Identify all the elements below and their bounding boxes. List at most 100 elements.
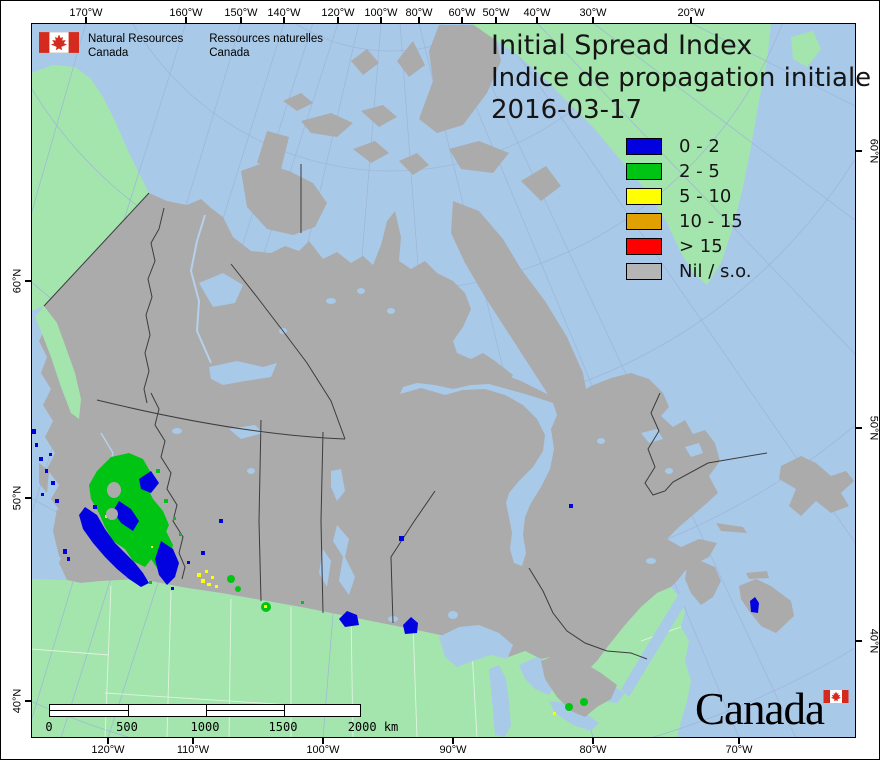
lat-label-right: 50°N <box>867 415 880 441</box>
canada-wordmark: Canada <box>695 684 849 734</box>
isi-data-holes <box>106 482 121 520</box>
lon-label-top: 30°W <box>579 7 607 19</box>
lon-label-bottom: 110°W <box>176 744 210 756</box>
scale-label-500: 500 <box>116 720 138 734</box>
lon-label-bottom: 90°W <box>439 744 467 756</box>
land-canada-nil <box>39 25 720 673</box>
lat-label-right: 40°N <box>867 628 880 654</box>
title-date: 2016-03-17 <box>491 95 643 125</box>
lon-label-top: 140°W <box>267 7 301 19</box>
land-non-canada <box>31 23 821 738</box>
inland-water <box>100 214 703 737</box>
legend-item: 2 - 5 <box>626 159 752 184</box>
scale-label-1500: 1500 <box>268 720 298 734</box>
scale-midline <box>206 710 284 711</box>
legend-item: 10 - 15 <box>626 209 752 234</box>
axis-tick <box>107 738 109 744</box>
axis-tick <box>461 17 463 23</box>
axis-tick <box>856 427 862 429</box>
lat-label-right: 60°N <box>867 138 880 164</box>
scale-label-0: 0 <box>45 720 53 734</box>
scale-divider <box>128 705 129 716</box>
land-greenland <box>471 23 771 285</box>
axis-tick <box>592 17 594 23</box>
lon-label-top: 50°W <box>482 7 510 19</box>
axis-tick <box>25 700 31 702</box>
scale-label-1000: 1000 <box>190 720 220 734</box>
lon-label-bottom: 120°W <box>91 744 125 756</box>
legend-swatch-0-2 <box>626 138 662 155</box>
axis-tick <box>25 280 31 282</box>
scale-bar <box>49 704 361 717</box>
wordmark-flag-icon <box>823 690 849 703</box>
canada-flag-icon <box>39 32 79 53</box>
legend-label: > 15 <box>679 236 723 257</box>
lon-label-bottom: 100°W <box>306 744 340 756</box>
lat-label-left: 50°N <box>11 485 24 511</box>
land-usa <box>31 579 691 738</box>
legend-label: 2 - 5 <box>679 161 720 182</box>
axis-tick <box>192 738 194 744</box>
scale-midline <box>50 710 128 711</box>
scale-label-2000km: 2000 km <box>347 720 399 734</box>
legend-swatch-5-10 <box>626 188 662 205</box>
axis-tick <box>418 17 420 23</box>
axis-tick <box>452 738 454 744</box>
axis-tick <box>856 150 862 152</box>
lon-label-bottom: 70°W <box>725 744 753 756</box>
axis-tick <box>856 640 862 642</box>
title-fr: Indice de propagation initiale <box>491 63 872 93</box>
lon-label-top: 40°W <box>523 7 551 19</box>
legend-swatch-nil <box>626 263 662 280</box>
scale-divider <box>284 705 285 716</box>
lon-label-bottom: 80°W <box>579 744 607 756</box>
axis-tick <box>322 738 324 744</box>
lon-label-top: 120°W <box>321 7 355 19</box>
legend-swatch-2-5 <box>626 163 662 180</box>
legend-label: 5 - 10 <box>679 186 732 207</box>
isi-data-yellow <box>105 515 556 715</box>
southern-ontario <box>541 653 617 717</box>
lon-label-top: 20°W <box>677 7 705 19</box>
lon-label-top: 160°W <box>169 7 203 19</box>
axis-tick <box>380 17 382 23</box>
axis-tick <box>536 17 538 23</box>
canada-map <box>31 23 856 738</box>
legend-item: 0 - 2 <box>626 134 752 159</box>
land-alaska-panhandle <box>35 306 81 419</box>
wordmark-text: Canada <box>695 684 825 734</box>
legend: 0 - 2 2 - 5 5 - 10 10 - 15 > 15 Nil / s.… <box>626 134 752 284</box>
axis-tick <box>495 17 497 23</box>
axis-tick <box>85 17 87 23</box>
axis-tick <box>185 17 187 23</box>
legend-swatch-10-15 <box>626 213 662 230</box>
lat-label-left: 40°N <box>11 688 24 714</box>
lon-label-top: 60°W <box>448 7 476 19</box>
isi-data-blue <box>32 429 759 634</box>
lon-label-top: 170°W <box>69 7 103 19</box>
map-title: Initial Spread Index Indice de propagati… <box>491 29 871 126</box>
legend-label: 0 - 2 <box>679 136 720 157</box>
axis-tick <box>592 738 594 744</box>
legend-item: 5 - 10 <box>626 184 752 209</box>
legend-swatch-over-15 <box>626 238 662 255</box>
legend-item: > 15 <box>626 234 752 259</box>
nrcan-name-en: Natural Resources Canada <box>88 33 184 59</box>
legend-label: Nil / s.o. <box>679 261 752 282</box>
lon-label-top: 80°W <box>405 7 433 19</box>
axis-tick <box>283 17 285 23</box>
title-en: Initial Spread Index <box>491 30 753 61</box>
nrcan-name-fr: Ressources naturelles Canada <box>209 33 324 59</box>
legend-item: Nil / s.o. <box>626 259 752 284</box>
land-alaska <box>31 65 149 311</box>
lat-label-left: 60°N <box>11 268 24 294</box>
axis-tick <box>240 17 242 23</box>
nrcan-logo: Natural Resources Canada Ressources natur… <box>39 32 323 60</box>
axis-tick <box>690 17 692 23</box>
axis-tick <box>738 738 740 744</box>
legend-label: 10 - 15 <box>679 211 743 232</box>
lon-label-top: 150°W <box>224 7 258 19</box>
lon-label-top: 100°W <box>364 7 398 19</box>
province-borders <box>43 164 768 660</box>
axis-tick <box>25 497 31 499</box>
